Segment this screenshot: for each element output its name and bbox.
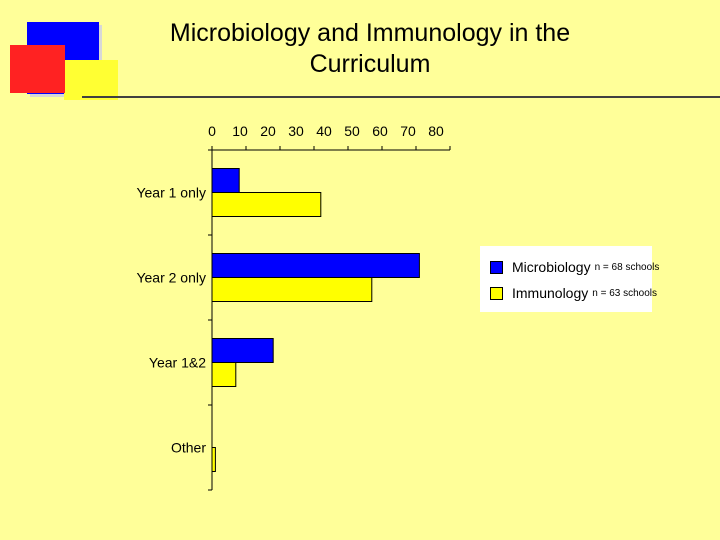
x-tick-label-20: 20 (260, 123, 276, 139)
legend-swatch-microbiology (490, 260, 503, 274)
bar-microbiology-year-2-only (211, 253, 420, 278)
x-tick-label-70: 70 (400, 123, 416, 139)
legend-note-immunology: n = 63 schools (592, 287, 658, 299)
title-decoration (10, 22, 720, 100)
bar-microbiology-year-1-only (211, 168, 240, 193)
legend-label-immunology: Immunology (512, 285, 589, 301)
y-category-label-year-2-only: Year 2 only (136, 270, 206, 286)
x-tick-label-0: 0 (208, 123, 216, 139)
x-tick-label-80: 80 (428, 123, 444, 139)
x-tick-label-50: 50 (344, 123, 360, 139)
x-tick-label-10: 10 (232, 123, 248, 139)
legend-swatch-immunology (490, 286, 503, 300)
x-tick-label-60: 60 (372, 123, 388, 139)
bar-immunology-year-2-only (211, 277, 373, 302)
bar-microbiology-year-1-2 (211, 338, 274, 363)
y-category-label-year-1-2: Year 1&2 (149, 355, 206, 371)
slide-title-line-2: Curriculum (309, 50, 431, 78)
chart-legend: Microbiology n = 68 schools Immunology n… (480, 246, 659, 312)
decoration-red-square (10, 45, 65, 93)
bar-immunology-year-1-only (211, 192, 322, 217)
slide-title: Microbiology and Immunology in the Curri… (100, 18, 640, 80)
bar-immunology-year-1-2 (211, 362, 237, 387)
y-category-label-year-1-only: Year 1 only (136, 185, 206, 201)
legend-entry-microbiology: Microbiology n = 68 schools (490, 258, 659, 276)
x-tick-label-30: 30 (288, 123, 304, 139)
legend-entry-immunology: Immunology n = 63 schools (490, 284, 657, 302)
y-category-label-other: Other (171, 440, 206, 456)
x-tick-label-40: 40 (316, 123, 332, 139)
bar-immunology-other (211, 447, 216, 472)
decoration-yellow-square (64, 60, 118, 100)
slide-title-line-1: Microbiology and Immunology in the (169, 19, 571, 47)
legend-label-microbiology: Microbiology (512, 259, 591, 275)
legend-note-microbiology: n = 68 schools (594, 261, 660, 273)
